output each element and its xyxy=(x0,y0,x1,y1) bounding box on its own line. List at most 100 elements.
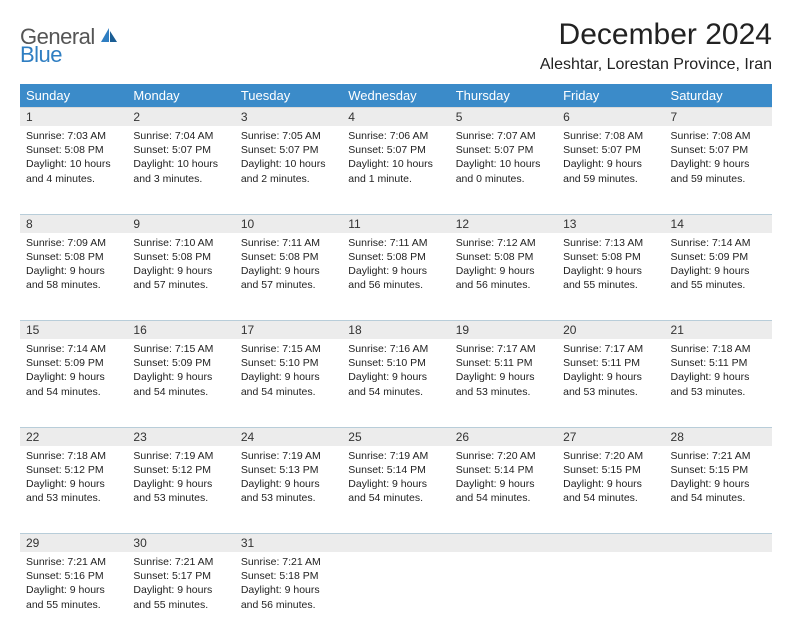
day-detail-cell: Sunrise: 7:12 AMSunset: 5:08 PMDaylight:… xyxy=(450,233,557,321)
sunrise-line: Sunrise: 7:20 AM xyxy=(563,449,658,463)
daylight-line: Daylight: 9 hours and 53 minutes. xyxy=(133,477,228,505)
day-detail-cell xyxy=(665,552,772,640)
weekday-header: Sunday xyxy=(20,84,127,108)
day-detail-cell: Sunrise: 7:10 AMSunset: 5:08 PMDaylight:… xyxy=(127,233,234,321)
sunset-line: Sunset: 5:15 PM xyxy=(563,463,658,477)
day-detail-row: Sunrise: 7:18 AMSunset: 5:12 PMDaylight:… xyxy=(20,446,772,534)
day-number-cell: 17 xyxy=(235,321,342,340)
day-detail-cell: Sunrise: 7:21 AMSunset: 5:16 PMDaylight:… xyxy=(20,552,127,640)
day-number-cell: 25 xyxy=(342,427,449,446)
daylight-line: Daylight: 9 hours and 56 minutes. xyxy=(456,264,551,292)
daylight-line: Daylight: 9 hours and 58 minutes. xyxy=(26,264,121,292)
day-detail-cell: Sunrise: 7:13 AMSunset: 5:08 PMDaylight:… xyxy=(557,233,664,321)
sunset-line: Sunset: 5:11 PM xyxy=(671,356,766,370)
sunset-line: Sunset: 5:08 PM xyxy=(563,250,658,264)
day-number-cell: 18 xyxy=(342,321,449,340)
day-number-cell: 1 xyxy=(20,108,127,127)
day-number-row: 22232425262728 xyxy=(20,427,772,446)
sunset-line: Sunset: 5:10 PM xyxy=(241,356,336,370)
weekday-header: Monday xyxy=(127,84,234,108)
daylight-line: Daylight: 10 hours and 0 minutes. xyxy=(456,157,551,185)
sunset-line: Sunset: 5:07 PM xyxy=(671,143,766,157)
logo-word2: Blue xyxy=(20,42,62,67)
day-number-cell: 23 xyxy=(127,427,234,446)
day-number-cell: 29 xyxy=(20,534,127,553)
day-detail-cell: Sunrise: 7:14 AMSunset: 5:09 PMDaylight:… xyxy=(665,233,772,321)
sunrise-line: Sunrise: 7:15 AM xyxy=(241,342,336,356)
day-number-cell: 9 xyxy=(127,214,234,233)
day-detail-cell: Sunrise: 7:15 AMSunset: 5:09 PMDaylight:… xyxy=(127,339,234,427)
sunrise-line: Sunrise: 7:11 AM xyxy=(241,236,336,250)
sunrise-line: Sunrise: 7:16 AM xyxy=(348,342,443,356)
sunset-line: Sunset: 5:07 PM xyxy=(563,143,658,157)
day-number-cell: 2 xyxy=(127,108,234,127)
daylight-line: Daylight: 9 hours and 54 minutes. xyxy=(348,370,443,398)
day-detail-cell xyxy=(342,552,449,640)
day-detail-cell: Sunrise: 7:08 AMSunset: 5:07 PMDaylight:… xyxy=(557,126,664,214)
day-number-cell: 12 xyxy=(450,214,557,233)
day-number-cell: 3 xyxy=(235,108,342,127)
sunrise-line: Sunrise: 7:10 AM xyxy=(133,236,228,250)
sunrise-line: Sunrise: 7:08 AM xyxy=(563,129,658,143)
daylight-line: Daylight: 9 hours and 53 minutes. xyxy=(241,477,336,505)
day-number-cell xyxy=(665,534,772,553)
daylight-line: Daylight: 9 hours and 55 minutes. xyxy=(133,583,228,611)
sunset-line: Sunset: 5:09 PM xyxy=(26,356,121,370)
day-number-row: 891011121314 xyxy=(20,214,772,233)
sunrise-line: Sunrise: 7:18 AM xyxy=(26,449,121,463)
day-number-cell: 13 xyxy=(557,214,664,233)
day-detail-cell: Sunrise: 7:07 AMSunset: 5:07 PMDaylight:… xyxy=(450,126,557,214)
weekday-header: Wednesday xyxy=(342,84,449,108)
day-detail-row: Sunrise: 7:03 AMSunset: 5:08 PMDaylight:… xyxy=(20,126,772,214)
day-detail-cell: Sunrise: 7:20 AMSunset: 5:14 PMDaylight:… xyxy=(450,446,557,534)
day-detail-cell: Sunrise: 7:21 AMSunset: 5:18 PMDaylight:… xyxy=(235,552,342,640)
day-detail-cell: Sunrise: 7:03 AMSunset: 5:08 PMDaylight:… xyxy=(20,126,127,214)
sunrise-line: Sunrise: 7:14 AM xyxy=(671,236,766,250)
day-detail-cell: Sunrise: 7:08 AMSunset: 5:07 PMDaylight:… xyxy=(665,126,772,214)
daylight-line: Daylight: 9 hours and 53 minutes. xyxy=(456,370,551,398)
day-number-row: 1234567 xyxy=(20,108,772,127)
sunset-line: Sunset: 5:07 PM xyxy=(133,143,228,157)
day-detail-cell: Sunrise: 7:21 AMSunset: 5:15 PMDaylight:… xyxy=(665,446,772,534)
day-detail-cell: Sunrise: 7:21 AMSunset: 5:17 PMDaylight:… xyxy=(127,552,234,640)
sunrise-line: Sunrise: 7:07 AM xyxy=(456,129,551,143)
sunrise-line: Sunrise: 7:17 AM xyxy=(563,342,658,356)
sunrise-line: Sunrise: 7:03 AM xyxy=(26,129,121,143)
day-detail-cell: Sunrise: 7:18 AMSunset: 5:12 PMDaylight:… xyxy=(20,446,127,534)
daylight-line: Daylight: 9 hours and 53 minutes. xyxy=(563,370,658,398)
day-number-cell: 10 xyxy=(235,214,342,233)
day-number-cell: 22 xyxy=(20,427,127,446)
day-detail-cell: Sunrise: 7:18 AMSunset: 5:11 PMDaylight:… xyxy=(665,339,772,427)
sunrise-line: Sunrise: 7:17 AM xyxy=(456,342,551,356)
page-title: December 2024 xyxy=(540,18,772,52)
daylight-line: Daylight: 9 hours and 53 minutes. xyxy=(671,370,766,398)
daylight-line: Daylight: 9 hours and 56 minutes. xyxy=(348,264,443,292)
sunset-line: Sunset: 5:09 PM xyxy=(133,356,228,370)
sunset-line: Sunset: 5:12 PM xyxy=(26,463,121,477)
day-number-cell: 24 xyxy=(235,427,342,446)
daylight-line: Daylight: 9 hours and 56 minutes. xyxy=(241,583,336,611)
day-number-row: 15161718192021 xyxy=(20,321,772,340)
weekday-header: Tuesday xyxy=(235,84,342,108)
sunrise-line: Sunrise: 7:09 AM xyxy=(26,236,121,250)
weekday-header-row: Sunday Monday Tuesday Wednesday Thursday… xyxy=(20,84,772,108)
sunrise-line: Sunrise: 7:05 AM xyxy=(241,129,336,143)
daylight-line: Daylight: 9 hours and 55 minutes. xyxy=(26,583,121,611)
day-detail-row: Sunrise: 7:21 AMSunset: 5:16 PMDaylight:… xyxy=(20,552,772,640)
sunset-line: Sunset: 5:07 PM xyxy=(456,143,551,157)
daylight-line: Daylight: 9 hours and 54 minutes. xyxy=(241,370,336,398)
day-number-cell xyxy=(450,534,557,553)
daylight-line: Daylight: 10 hours and 1 minute. xyxy=(348,157,443,185)
sunset-line: Sunset: 5:17 PM xyxy=(133,569,228,583)
daylight-line: Daylight: 9 hours and 53 minutes. xyxy=(26,477,121,505)
sunrise-line: Sunrise: 7:06 AM xyxy=(348,129,443,143)
day-number-cell: 27 xyxy=(557,427,664,446)
sunrise-line: Sunrise: 7:19 AM xyxy=(133,449,228,463)
weekday-header: Saturday xyxy=(665,84,772,108)
sunset-line: Sunset: 5:08 PM xyxy=(241,250,336,264)
day-detail-cell: Sunrise: 7:06 AMSunset: 5:07 PMDaylight:… xyxy=(342,126,449,214)
sunrise-line: Sunrise: 7:21 AM xyxy=(671,449,766,463)
daylight-line: Daylight: 10 hours and 4 minutes. xyxy=(26,157,121,185)
daylight-line: Daylight: 9 hours and 57 minutes. xyxy=(133,264,228,292)
sunrise-line: Sunrise: 7:11 AM xyxy=(348,236,443,250)
